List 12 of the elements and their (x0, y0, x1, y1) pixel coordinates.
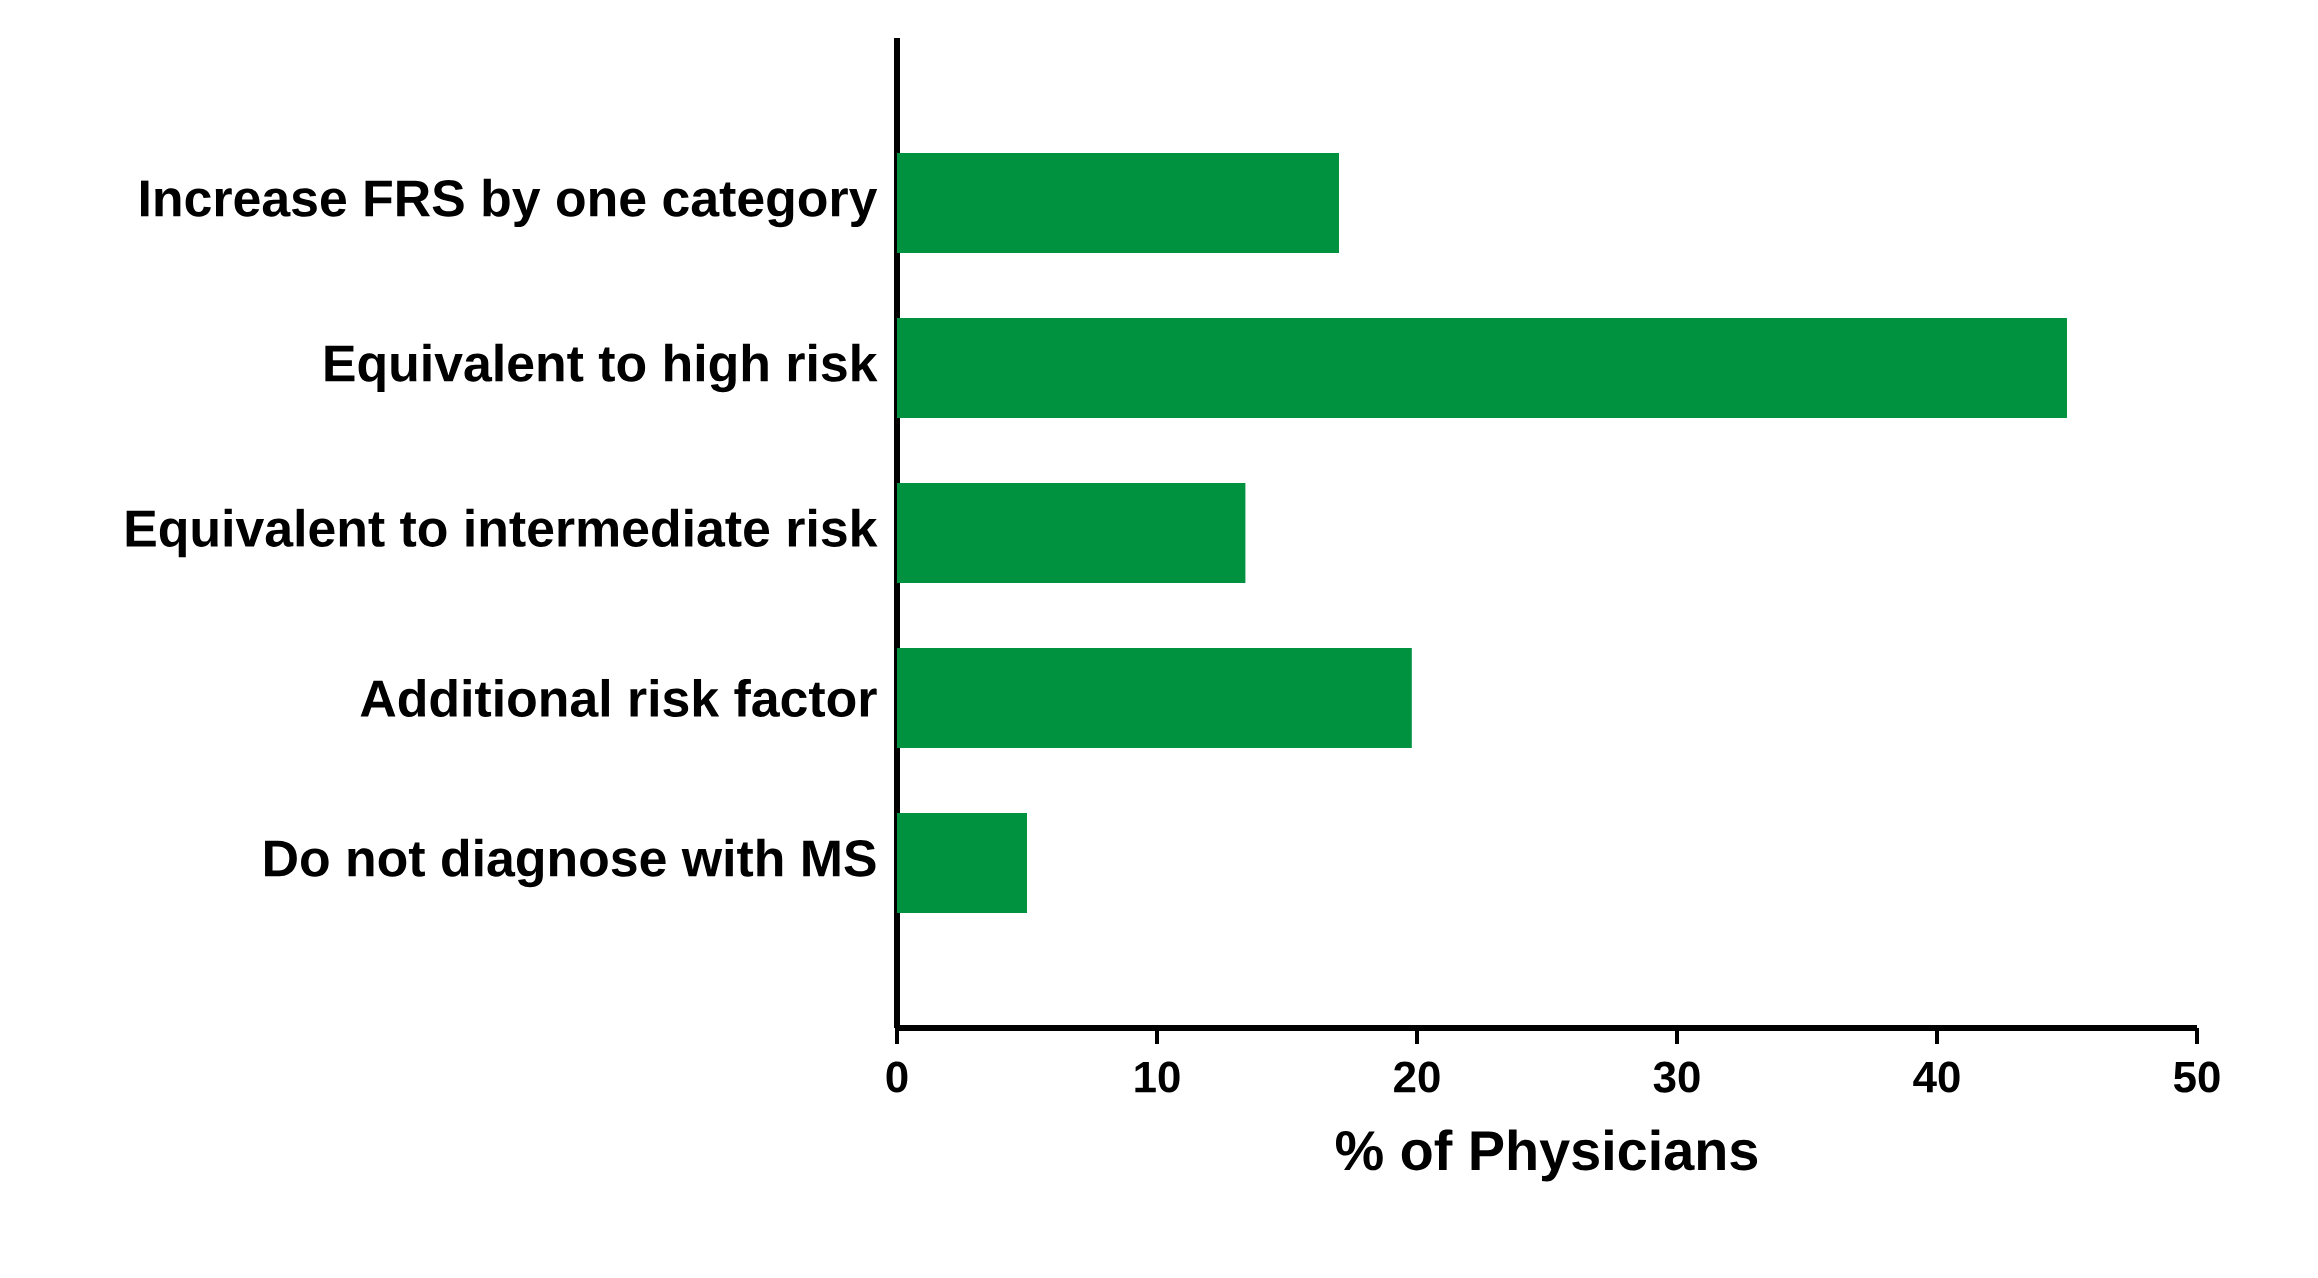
y-tick-label: Additional risk factor (360, 678, 877, 718)
x-tick-label: 0 (886, 1061, 908, 1093)
y-tick-label: Do not diagnose with MS (265, 838, 876, 888)
y-tick-label: Increase FRS by one category (140, 178, 878, 228)
y-tick-label: Equivalent to intermediate risk (126, 508, 878, 558)
x-tick-label: 40 (1913, 1061, 1960, 1093)
x-tick-label: 20 (1394, 1061, 1440, 1093)
x-tick-label: 30 (1653, 1061, 1700, 1093)
x-tick-label: 10 (1135, 1061, 1180, 1093)
x-axis-title: % of Physicians (1336, 1129, 1758, 1182)
x-tick-label: 50 (2173, 1061, 2220, 1093)
y-tick-label: Equivalent to high risk (325, 343, 878, 393)
